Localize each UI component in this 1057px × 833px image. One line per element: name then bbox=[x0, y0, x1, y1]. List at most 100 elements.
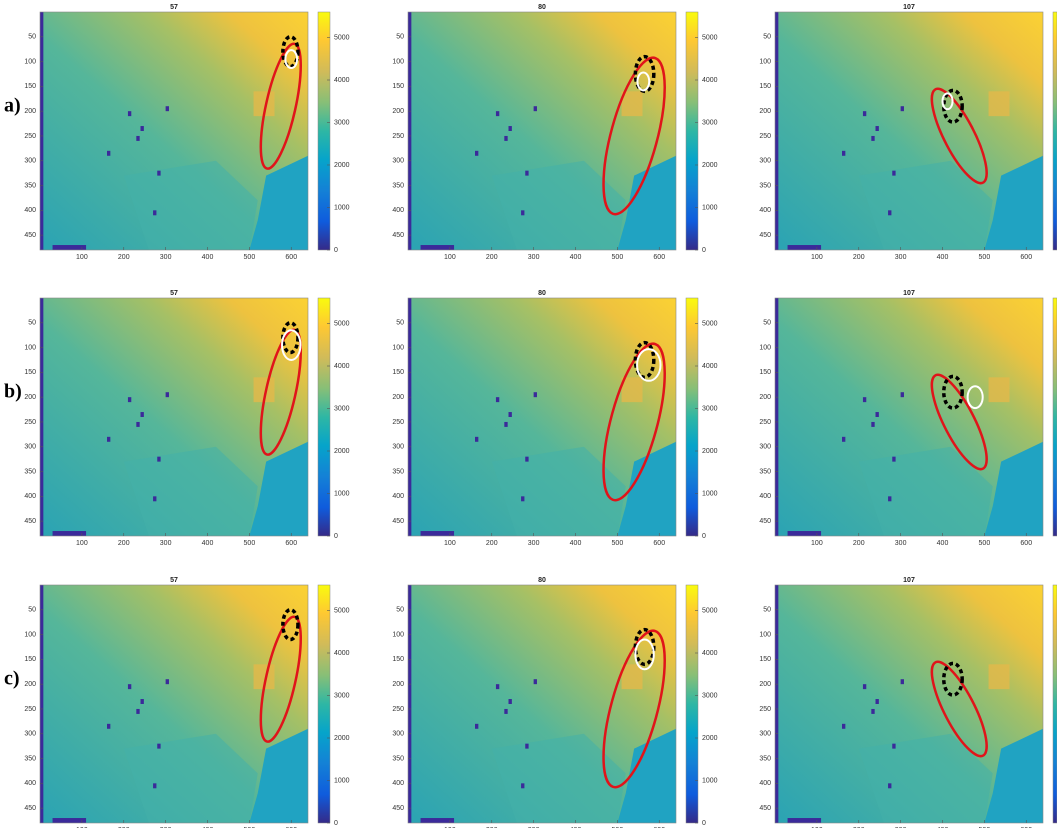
x-tick-label: 200 bbox=[118, 254, 130, 261]
panel-title: 107 bbox=[903, 290, 915, 297]
x-tick-label: 200 bbox=[853, 540, 865, 547]
panel-title: 57 bbox=[170, 4, 178, 11]
y-tick-label: 150 bbox=[24, 83, 36, 90]
y-tick-label: 450 bbox=[759, 805, 771, 812]
mid-region bbox=[491, 733, 626, 823]
edge-strip bbox=[408, 12, 412, 251]
hole bbox=[525, 456, 529, 462]
x-tick-label: 100 bbox=[76, 254, 88, 261]
y-tick-label: 450 bbox=[24, 518, 36, 525]
y-tick-label: 50 bbox=[28, 320, 36, 327]
hole bbox=[888, 496, 892, 502]
colorbar-tick-label: 5000 bbox=[702, 320, 718, 327]
y-tick-label: 400 bbox=[759, 493, 771, 500]
y-tick-label: 150 bbox=[392, 369, 404, 376]
y-tick-label: 450 bbox=[392, 232, 404, 239]
colorbar-tick-label: 3000 bbox=[702, 119, 718, 126]
x-tick-label: 300 bbox=[528, 254, 540, 261]
colorbar bbox=[317, 584, 331, 824]
hole bbox=[153, 210, 157, 216]
bottom-blob bbox=[787, 531, 822, 536]
colorbar-tick-label: 0 bbox=[334, 247, 338, 254]
hole bbox=[157, 456, 161, 462]
hole bbox=[107, 150, 111, 156]
hole bbox=[862, 397, 867, 403]
hole bbox=[533, 392, 537, 398]
hole bbox=[127, 397, 132, 403]
dashed-ellipse bbox=[944, 90, 962, 122]
colorbar bbox=[1052, 297, 1057, 537]
hole bbox=[521, 783, 525, 789]
x-tick-label: 300 bbox=[528, 540, 540, 547]
near-region bbox=[249, 728, 308, 823]
y-tick-label: 250 bbox=[24, 133, 36, 140]
colorbar-tick-label: 1000 bbox=[334, 777, 350, 784]
colorbar-tick-label: 1000 bbox=[334, 490, 350, 497]
row-label: b) bbox=[4, 381, 22, 403]
axes-frame bbox=[407, 11, 677, 251]
x-tick-label: 500 bbox=[612, 254, 624, 261]
y-tick-label: 350 bbox=[392, 182, 404, 189]
y-tick-label: 100 bbox=[759, 344, 771, 351]
colorbar bbox=[685, 11, 699, 251]
y-tick-label: 50 bbox=[763, 607, 771, 614]
axes-frame bbox=[774, 11, 1044, 251]
x-tick-label: 600 bbox=[1020, 254, 1032, 261]
bottom-blob bbox=[420, 818, 455, 823]
colorbar-tick-label: 1000 bbox=[702, 204, 718, 211]
y-tick-label: 400 bbox=[392, 780, 404, 787]
colorbar-tick-label: 3000 bbox=[334, 692, 350, 699]
x-tick-label: 400 bbox=[937, 254, 949, 261]
y-tick-label: 150 bbox=[759, 83, 771, 90]
object bbox=[621, 377, 643, 403]
x-tick-label: 100 bbox=[811, 540, 823, 547]
y-tick-label: 150 bbox=[759, 369, 771, 376]
edge-strip bbox=[40, 298, 44, 536]
x-tick-label: 200 bbox=[486, 540, 498, 547]
hole bbox=[888, 210, 892, 216]
row-label: c) bbox=[4, 668, 20, 690]
red-ellipse bbox=[922, 81, 996, 192]
bottom-blob bbox=[52, 245, 87, 251]
depth-image bbox=[40, 12, 308, 251]
colorbar-tick-label: 0 bbox=[702, 820, 706, 827]
bottom-blob bbox=[787, 818, 822, 823]
object bbox=[988, 664, 1010, 690]
x-tick-label: 600 bbox=[653, 254, 665, 261]
y-tick-label: 250 bbox=[759, 419, 771, 426]
colorbar-tick-label: 2000 bbox=[702, 735, 718, 742]
panel-title: 80 bbox=[538, 4, 546, 11]
x-tick-label: 300 bbox=[895, 254, 907, 261]
axes-frame bbox=[407, 297, 677, 537]
colorbar-tick-label: 4000 bbox=[334, 650, 350, 657]
y-tick-label: 450 bbox=[24, 232, 36, 239]
near-region bbox=[984, 441, 1043, 536]
y-tick-label: 200 bbox=[759, 681, 771, 688]
dashed-ellipse bbox=[283, 37, 298, 67]
x-tick-label: 400 bbox=[202, 254, 214, 261]
near-region bbox=[984, 155, 1043, 251]
y-tick-label: 250 bbox=[759, 706, 771, 713]
hole bbox=[475, 436, 479, 442]
hole bbox=[871, 135, 875, 141]
y-tick-label: 300 bbox=[392, 158, 404, 165]
hole bbox=[900, 106, 904, 112]
x-tick-label: 600 bbox=[285, 540, 297, 547]
panel: 1071002003004005006005010015020025030035… bbox=[759, 577, 1057, 833]
white-circle bbox=[943, 93, 953, 109]
y-tick-label: 300 bbox=[759, 158, 771, 165]
y-tick-label: 300 bbox=[392, 444, 404, 451]
panel-title: 107 bbox=[903, 577, 915, 584]
x-tick-label: 500 bbox=[612, 540, 624, 547]
x-tick-label: 500 bbox=[244, 540, 256, 547]
object bbox=[253, 91, 275, 117]
mid-region bbox=[491, 160, 626, 251]
y-tick-label: 350 bbox=[759, 468, 771, 475]
depth-image bbox=[775, 12, 1043, 251]
y-tick-label: 350 bbox=[24, 468, 36, 475]
hole bbox=[107, 723, 111, 729]
y-tick-label: 400 bbox=[24, 207, 36, 214]
y-tick-label: 300 bbox=[392, 731, 404, 738]
bottom-blob bbox=[52, 818, 87, 823]
dashed-ellipse bbox=[283, 610, 298, 640]
